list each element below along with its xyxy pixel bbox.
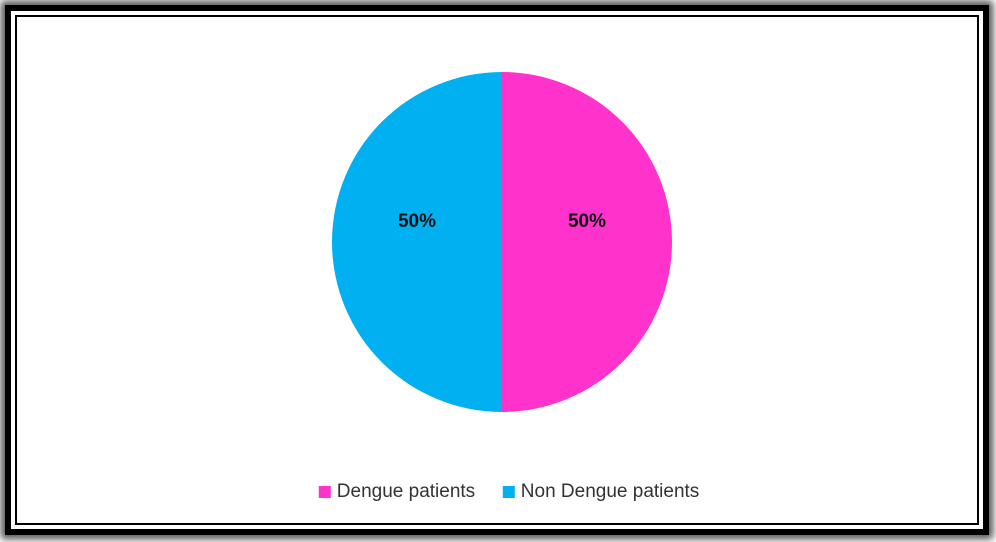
pie-slice (502, 72, 672, 412)
legend-label: Non Dengue patients (521, 481, 700, 502)
inner-frame (15, 15, 979, 525)
plot-area: 50% 50% Dengue patients Non Dengue patients (318, 72, 700, 502)
legend-label: Dengue patients (337, 481, 475, 502)
legend-swatch (502, 486, 515, 498)
slice-label: 50% (398, 211, 436, 232)
slice-label: 50% (568, 211, 606, 232)
pie-slice (332, 72, 502, 412)
legend-swatch (318, 486, 331, 498)
